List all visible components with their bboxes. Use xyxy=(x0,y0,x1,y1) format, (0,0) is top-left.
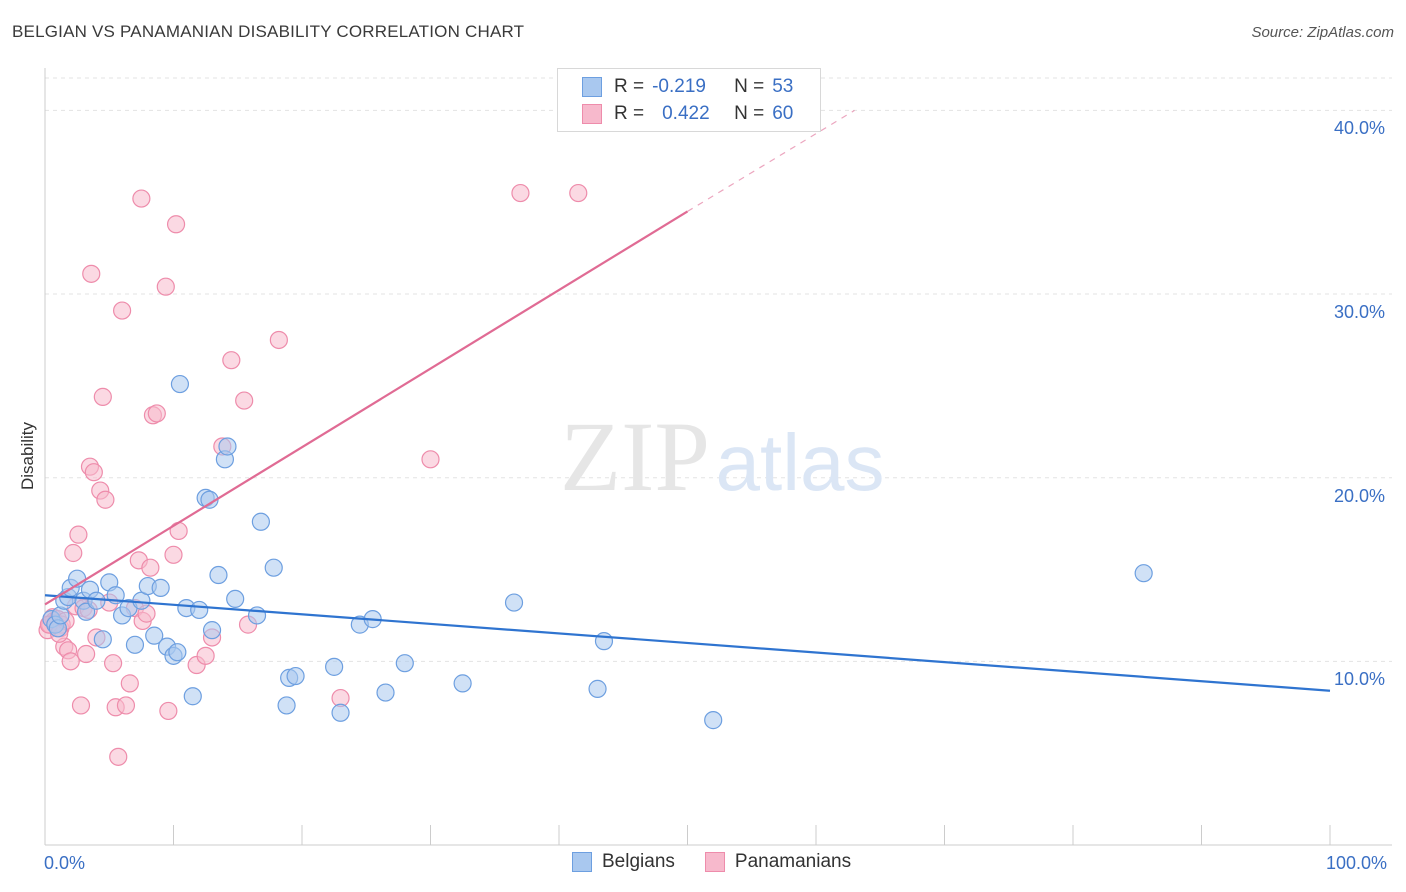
panamanian-point xyxy=(166,215,186,234)
belgian-point xyxy=(376,683,395,702)
belgian-point xyxy=(251,512,270,531)
panamanian-point xyxy=(147,404,166,423)
y-axis-label: Disability xyxy=(18,421,37,491)
y-tick-label: 10.0% xyxy=(1334,669,1386,690)
n-label: N = xyxy=(734,76,765,97)
panamanian-point xyxy=(164,545,183,564)
belgian-point xyxy=(286,666,305,686)
panamanian-point xyxy=(269,330,288,350)
belgians-trendline xyxy=(44,594,1331,692)
series-legend: Belgians Panamanians xyxy=(572,851,881,873)
panamanians-trendline-extension xyxy=(687,109,855,212)
belgian-point xyxy=(93,630,112,649)
panamanian-point xyxy=(69,525,88,544)
n-label: N = xyxy=(734,103,765,124)
belgian-point xyxy=(168,643,187,662)
panamanian-point xyxy=(64,543,83,563)
panamanian-point xyxy=(104,654,123,673)
y-tick-label: 20.0% xyxy=(1334,485,1386,506)
correlation-legend: R = -0.219 N = 53 R = 0.422 N = 60 xyxy=(557,68,821,132)
belgian-point xyxy=(594,632,614,651)
legend-item-panamanians: Panamanians xyxy=(704,851,852,873)
panamanian-point xyxy=(71,696,91,715)
panamanian-point xyxy=(421,450,440,469)
belgians-points xyxy=(42,374,1153,730)
belgian-point xyxy=(704,711,723,730)
x-tick-label-min: 0.0% xyxy=(44,853,86,873)
belgian-point xyxy=(218,437,237,456)
panamanians-n-value: 60 xyxy=(772,103,794,124)
belgians-swatch xyxy=(582,77,602,97)
legend-row-belgians: R = -0.219 N = 53 xyxy=(582,74,793,100)
belgian-point xyxy=(87,591,106,610)
axis-layer xyxy=(44,68,1392,846)
panamanian-point xyxy=(77,644,96,664)
belgians-legend-swatch xyxy=(572,852,592,872)
panamanian-point xyxy=(156,277,175,296)
panamanians-swatch xyxy=(582,104,602,124)
belgian-point xyxy=(145,626,164,645)
y-tick-label: 30.0% xyxy=(1334,302,1386,323)
belgian-point xyxy=(325,657,344,676)
belgian-point xyxy=(395,654,414,673)
panamanian-point xyxy=(196,646,215,665)
belgian-point xyxy=(183,687,202,706)
panamanian-point xyxy=(159,701,178,721)
grid-layer xyxy=(45,77,1392,662)
panamanian-point xyxy=(141,558,160,577)
watermark: ZIP atlas xyxy=(560,401,884,512)
belgian-point xyxy=(151,578,170,597)
panamanians-trendline xyxy=(44,210,689,606)
belgian-point xyxy=(125,635,145,654)
belgian-point xyxy=(331,703,350,722)
panamanians-points xyxy=(38,183,588,766)
panamanians-r-value: 0.422 xyxy=(662,103,710,124)
panamanian-point xyxy=(61,652,80,671)
belgians-n-value: 53 xyxy=(772,76,794,97)
panamanians-legend-swatch xyxy=(704,852,725,872)
belgian-point xyxy=(202,621,222,640)
legend-row-panamanians: R = 0.422 N = 60 xyxy=(582,101,793,127)
belgian-point xyxy=(504,593,524,612)
r-label: R = xyxy=(614,103,645,124)
panamanian-point xyxy=(93,387,112,406)
belgian-point xyxy=(226,589,245,609)
watermark-atlas: atlas xyxy=(716,418,885,507)
panamanian-point xyxy=(112,301,132,320)
panamanian-point xyxy=(116,696,136,715)
panamanian-point xyxy=(569,183,588,203)
belgian-point xyxy=(190,600,209,620)
chart-title: BELGIAN VS PANAMANIAN DISABILITY CORRELA… xyxy=(12,22,525,41)
belgian-point xyxy=(588,679,607,698)
x-tick-label-max: 100.0% xyxy=(1326,853,1388,873)
panamanian-point xyxy=(222,351,241,370)
belgians-r-value: -0.219 xyxy=(652,76,706,97)
panamanian-point xyxy=(511,183,530,203)
belgian-point xyxy=(170,374,190,394)
belgian-point xyxy=(1134,564,1153,583)
source-credit: Source: ZipAtlas.com xyxy=(1251,24,1394,41)
belgian-point xyxy=(209,565,228,585)
panamanian-point xyxy=(169,521,188,541)
panamanian-point xyxy=(84,463,103,482)
panamanian-point xyxy=(235,391,254,410)
panamanian-point xyxy=(82,264,101,283)
belgian-point xyxy=(277,696,296,715)
belgians-legend-label: Belgians xyxy=(602,851,675,872)
r-label: R = xyxy=(614,76,645,97)
panamanian-point xyxy=(132,189,151,208)
trend-layer xyxy=(44,109,1331,692)
panamanian-point xyxy=(96,490,115,509)
panamanian-point xyxy=(120,674,139,693)
legend-item-belgians: Belgians xyxy=(572,851,675,873)
panamanian-point xyxy=(109,747,128,766)
panamanians-legend-label: Panamanians xyxy=(734,851,852,872)
y-tick-label: 40.0% xyxy=(1334,118,1386,139)
belgian-point xyxy=(264,558,283,577)
belgian-point xyxy=(453,674,472,693)
watermark-zip: ZIP xyxy=(560,401,710,512)
